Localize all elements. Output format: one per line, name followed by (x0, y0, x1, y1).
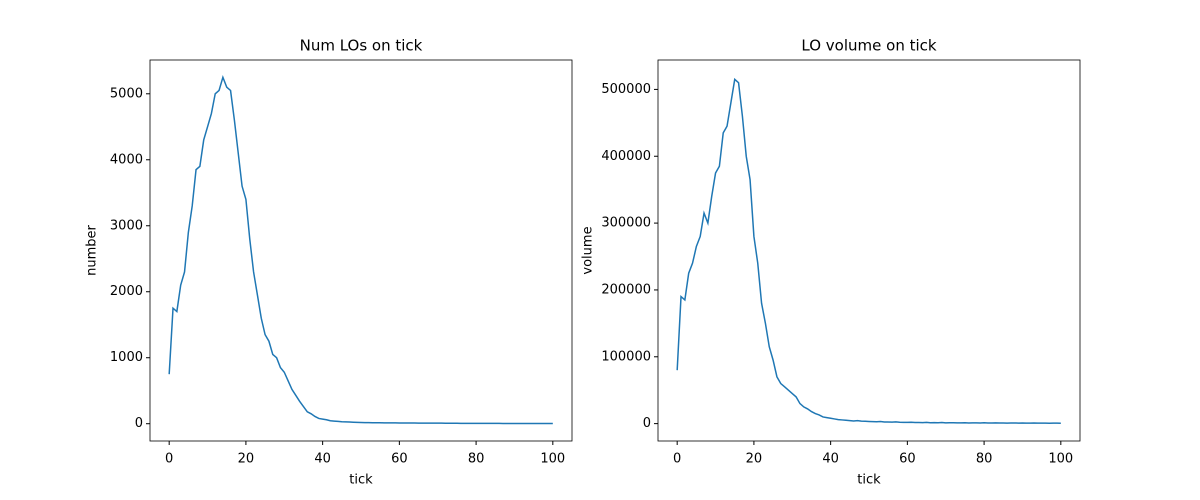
x-tick-label: 80 (976, 452, 993, 467)
x-tick-label: 100 (1048, 452, 1073, 467)
data-line (168, 74, 553, 425)
y-axis-label: volume (581, 226, 596, 274)
axes-frame (149, 59, 573, 442)
y-tick-label: 0 (643, 416, 651, 431)
y-tick-label: 1000 (110, 350, 143, 365)
chart-title: Num LOs on tick (300, 37, 423, 55)
y-tick-label: 300000 (601, 216, 651, 231)
x-tick-label: 20 (746, 452, 763, 467)
chart-title: LO volume on tick (801, 37, 936, 55)
y-tick-label: 3000 (110, 218, 143, 233)
x-tick-label: 100 (540, 452, 565, 467)
y-tick-label: 400000 (601, 149, 651, 164)
y-tick-label: 2000 (110, 284, 143, 299)
x-tick-label: 0 (165, 452, 173, 467)
data-line (676, 77, 1061, 424)
x-tick-label: 40 (314, 452, 331, 467)
y-tick-label: 5000 (110, 86, 143, 101)
axes-frame (657, 59, 1081, 442)
x-tick-label: 0 (673, 452, 681, 467)
x-axis-label: tick (857, 473, 881, 488)
y-tick-label: 200000 (601, 282, 651, 297)
y-tick-label: 100000 (601, 349, 651, 364)
y-tick-label: 0 (135, 416, 143, 431)
x-tick-label: 20 (238, 452, 255, 467)
x-tick-label: 80 (468, 452, 485, 467)
y-tick-label: 500000 (601, 82, 651, 97)
y-tick-label: 4000 (110, 152, 143, 167)
x-tick-label: 60 (899, 452, 916, 467)
x-axis-label: tick (349, 473, 373, 488)
x-tick-label: 60 (391, 452, 408, 467)
x-tick-label: 40 (822, 452, 839, 467)
y-axis-label: number (85, 224, 100, 275)
